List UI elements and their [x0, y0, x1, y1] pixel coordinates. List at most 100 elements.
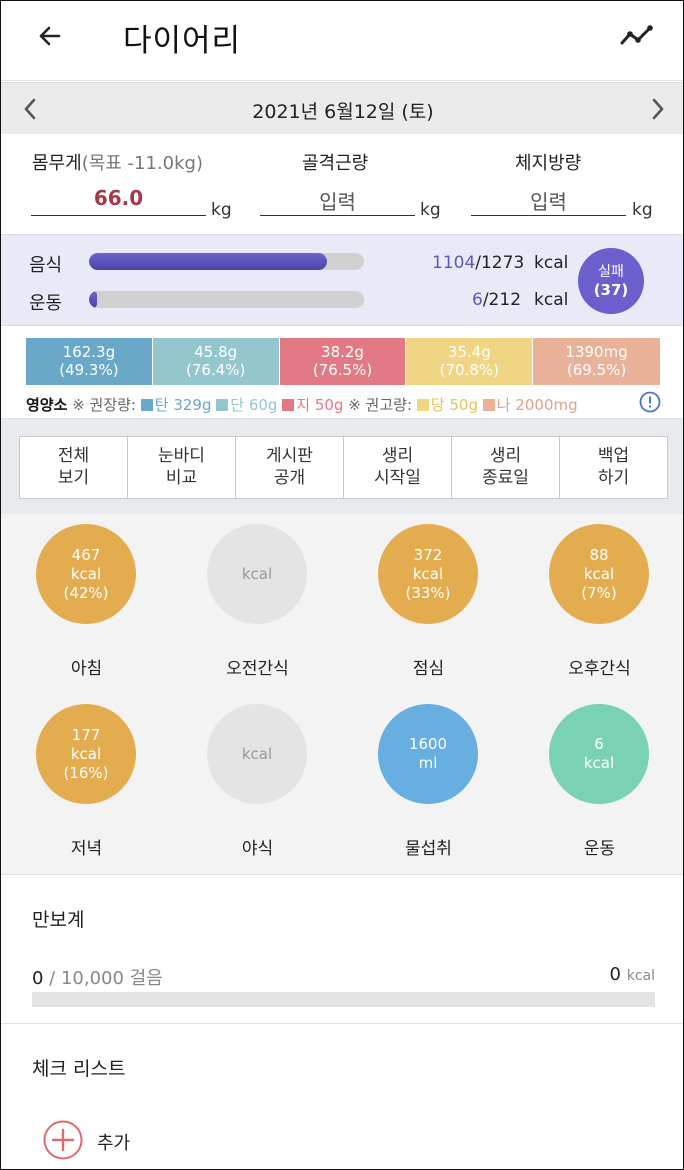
meal-value: ml: [418, 754, 438, 772]
steps-goal: / 10,000 걸음: [43, 968, 163, 989]
trend-chart-icon[interactable]: [617, 19, 657, 53]
tab-view-all[interactable]: 전체 보기: [20, 437, 128, 498]
meal-label: 운동: [583, 839, 616, 859]
exercise-progress-bar: [89, 291, 364, 308]
tab-period-start[interactable]: 생리 시작일: [344, 437, 452, 498]
tab-eyebody-compare[interactable]: 눈바디 비교: [128, 437, 236, 498]
nutrient-cell: 35.4g (70.8%): [406, 338, 534, 385]
nutrient-cell: 162.3g (49.3%): [26, 338, 153, 385]
legend-sugar: 당 50g: [430, 396, 478, 414]
meal-label: 저녁: [70, 839, 103, 859]
legend-limit-label: ※ 권고량:: [348, 396, 413, 414]
current-date[interactable]: 2021년 6월12일 (토): [252, 101, 434, 123]
tab-label-line1: 생리: [489, 446, 522, 466]
tab-label-line1: 생리: [381, 446, 414, 466]
meal-item[interactable]: 1600 ml 물섭취: [343, 694, 514, 864]
meal-value: kcal: [583, 754, 615, 772]
nutrient-cell: 1390mg (69.5%): [533, 338, 660, 385]
meal-item[interactable]: kcal 야식: [172, 694, 343, 864]
pedometer-section: 만보계 0 / 10,000 걸음 0 kcal: [1, 874, 683, 1024]
app-header: 다이어리: [1, 1, 683, 81]
checklist-section: 체크 리스트 추가: [1, 1023, 683, 1169]
food-calories: 1104/1273: [432, 253, 524, 273]
nutrient-cell: 45.8g (76.4%): [152, 338, 280, 385]
nutrient-percent: (70.8%): [439, 361, 499, 379]
action-tabs-band: 전체 보기 눈바디 비교 게시판 공개 생리 시작일 생리 종료일 백업 하기: [1, 418, 683, 514]
muscle-unit: kg: [420, 200, 441, 220]
meal-value: 467: [71, 545, 101, 564]
nutrient-percent: (76.4%): [186, 361, 246, 379]
exercise-calories: 6/212: [472, 290, 521, 310]
tab-label-line1: 백업: [597, 446, 630, 466]
chevron-left-icon[interactable]: [17, 94, 43, 124]
tab-label-line2: 비교: [165, 468, 198, 488]
tab-label-line2: 공개: [273, 468, 306, 488]
nutrient-amount: 45.8g: [194, 343, 238, 361]
exercise-cal-value: 6: [472, 290, 483, 310]
steps-count: 0: [32, 968, 44, 989]
add-label: 추가: [97, 1133, 131, 1154]
tab-label-line1: 눈바디: [158, 446, 205, 466]
meal-value: kcal: [70, 744, 102, 763]
add-checklist-button[interactable]: 추가: [43, 1120, 143, 1160]
meal-circle[interactable]: kcal: [207, 524, 307, 624]
tab-board-publish[interactable]: 게시판 공개: [236, 437, 344, 498]
status-badge[interactable]: 실패 (37): [578, 248, 644, 314]
meal-circle[interactable]: 88 kcal (7%): [549, 524, 649, 624]
meal-value: (16%): [63, 763, 109, 782]
nutrient-legend: 영양소 ※ 권장량: 탄 329g 단 60g 지 50g ※ 권고량: 당 5…: [26, 394, 578, 415]
legend-recommended-label: ※ 권장량:: [72, 396, 136, 414]
exercise-progress-fill: [89, 291, 97, 308]
pedometer-kcal-unit: kcal: [626, 968, 655, 984]
meal-value: (42%): [63, 583, 109, 602]
meal-item[interactable]: 6 kcal 운동: [514, 694, 683, 864]
pedometer-steps: 0 / 10,000 걸음: [32, 964, 163, 990]
tab-label-line2: 하기: [597, 468, 630, 488]
meal-circle[interactable]: kcal: [207, 704, 307, 804]
meal-label: 오후간식: [568, 659, 631, 679]
pedometer-title: 만보계: [32, 909, 85, 931]
fat-label: 체지방량: [515, 153, 582, 174]
pedometer-kcal: 0 kcal: [610, 964, 655, 985]
nutrient-amount: 1390mg: [565, 343, 628, 361]
weight-label: 몸무게(목표 -11.0kg): [32, 149, 203, 175]
legend-carb: 탄 329g: [154, 396, 212, 414]
meal-value: 88: [589, 545, 609, 564]
tab-label-line2: 종료일: [482, 468, 529, 488]
meal-item[interactable]: kcal 오전간식: [172, 514, 343, 684]
tab-label-line1: 게시판: [266, 446, 313, 466]
page-title: 다이어리: [123, 23, 242, 59]
meal-item[interactable]: 88 kcal (7%) 오후간식: [514, 514, 683, 684]
fat-field[interactable]: 입력: [471, 186, 626, 216]
chevron-right-icon[interactable]: [645, 94, 671, 124]
meal-circle[interactable]: 372 kcal (33%): [378, 524, 478, 624]
action-tabs: 전체 보기 눈바디 비교 게시판 공개 생리 시작일 생리 종료일 백업 하기: [19, 436, 668, 499]
exercise-cal-unit: kcal: [534, 290, 569, 310]
tab-period-end[interactable]: 생리 종료일: [452, 437, 560, 498]
tab-label-line1: 전체: [57, 446, 90, 466]
meal-circle[interactable]: 177 kcal (16%): [36, 704, 136, 804]
weight-goal: (목표 -11.0kg): [81, 153, 203, 174]
tab-backup[interactable]: 백업 하기: [560, 437, 667, 498]
weight-label-text: 몸무게: [32, 153, 82, 174]
meal-item[interactable]: 467 kcal (42%) 아침: [1, 514, 172, 684]
meal-item[interactable]: 372 kcal (33%) 점심: [343, 514, 514, 684]
nutrient-summary: 162.3g (49.3%) 45.8g (76.4%) 38.2g (76.5%) 35.…: [1, 326, 683, 418]
meal-circle[interactable]: 467 kcal (42%): [36, 524, 136, 624]
muscle-field[interactable]: 입력: [260, 186, 415, 216]
meal-item[interactable]: 177 kcal (16%) 저녁: [1, 694, 172, 864]
info-icon[interactable]: [639, 391, 661, 413]
checklist-title: 체크 리스트: [32, 1058, 126, 1080]
meal-value: 177: [71, 725, 101, 744]
exercise-cal-target: /212: [482, 290, 522, 310]
nutrient-amount: 38.2g: [321, 343, 364, 361]
legend-title: 영양소: [26, 396, 68, 414]
meal-circle[interactable]: 1600 ml: [378, 704, 478, 804]
weight-field[interactable]: 66.0: [31, 186, 206, 216]
meal-circle[interactable]: 6 kcal: [549, 704, 649, 804]
food-progress-bar: [89, 253, 364, 270]
meal-grid: 467 kcal (42%) 아침 kcal 오전간식 372 kcal (33%) 점심 88 kc…: [1, 514, 683, 874]
back-arrow-icon[interactable]: [31, 19, 71, 53]
meal-value: 6: [594, 735, 604, 753]
meal-value: 372: [413, 545, 443, 564]
